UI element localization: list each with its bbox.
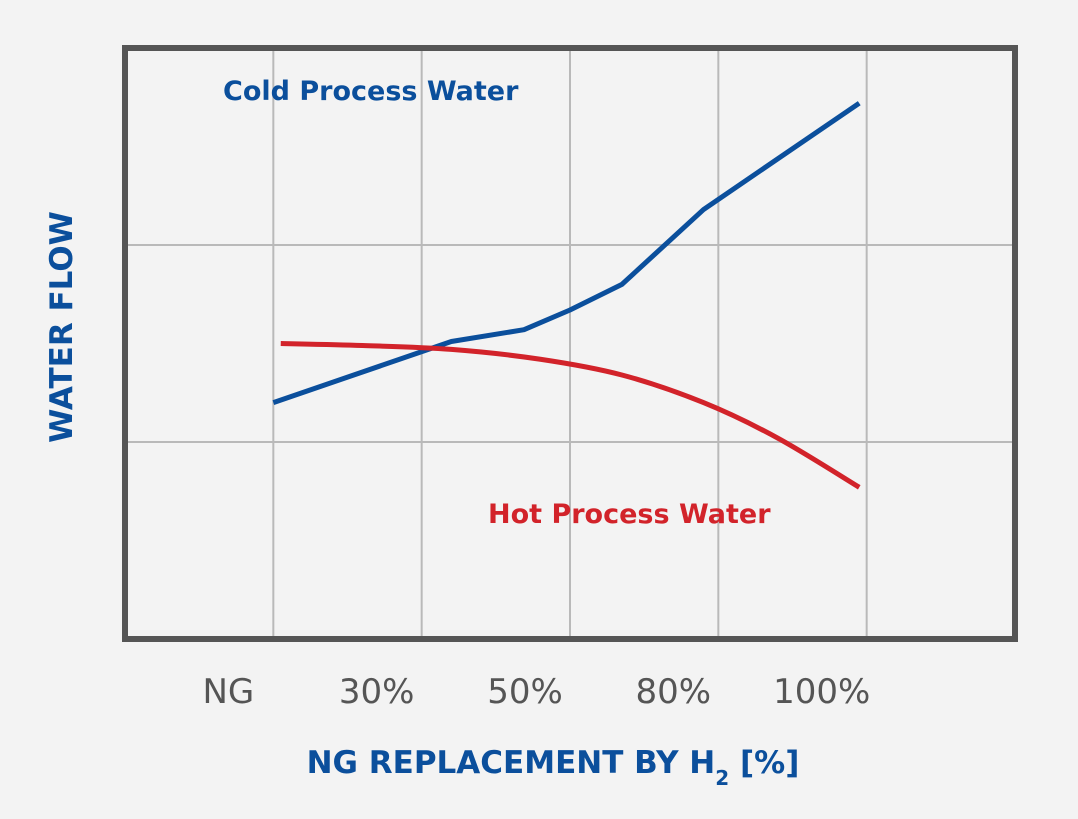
series-line-hot (280, 341, 861, 490)
x-axis-title-subscript: 2 (715, 766, 729, 790)
x-tick-label-0: NG (202, 672, 254, 712)
grid-lines (125, 48, 1015, 639)
y-axis-title: WATER FLOW (44, 211, 80, 443)
x-tick-label-2: 50% (487, 672, 563, 712)
series-line-cold (272, 101, 861, 405)
x-tick-labels: NG 30% 50% 80% 100% (202, 672, 870, 712)
x-axis-title-main: NG REPLACEMENT BY H (307, 745, 716, 781)
plot-frame (122, 45, 1018, 642)
series-label-hot: Hot Process Water (488, 499, 771, 530)
x-axis-title-suffix: [%] (729, 745, 799, 781)
x-axis-title: NG REPLACEMENT BY H2 [%] (307, 745, 800, 790)
x-tick-label-3: 80% (636, 672, 712, 712)
x-tick-label-4: 100% (773, 672, 870, 712)
x-tick-label-1: 30% (339, 672, 415, 712)
series-label-cold: Cold Process Water (223, 76, 519, 107)
series-lines (272, 101, 861, 490)
